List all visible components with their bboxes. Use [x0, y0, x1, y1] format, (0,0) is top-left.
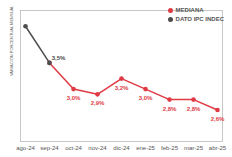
- svg-text:2,8%: 2,8%: [163, 106, 177, 112]
- svg-text:mar-25: mar-25: [184, 145, 204, 151]
- svg-text:ene-25: ene-25: [136, 145, 155, 151]
- svg-text:3,2%: 3,2%: [115, 85, 129, 91]
- svg-text:2,6%: 2,6%: [211, 116, 225, 122]
- svg-text:VARIACIÓN PORCENTUAL MENSUAL: VARIACIÓN PORCENTUAL MENSUAL: [9, 5, 14, 76]
- svg-text:2,9%: 2,9%: [91, 100, 105, 106]
- svg-text:2,8%: 2,8%: [187, 106, 201, 112]
- svg-text:feb-25: feb-25: [161, 145, 179, 151]
- svg-text:abr-25: abr-25: [209, 145, 227, 151]
- svg-text:3,0%: 3,0%: [139, 95, 153, 101]
- svg-text:dic-24: dic-24: [113, 145, 130, 151]
- svg-text:oct-24: oct-24: [65, 145, 82, 151]
- svg-text:3,5%: 3,5%: [52, 55, 66, 61]
- html-text:DATO IPC INDEC: DATO IPC INDEC: [175, 16, 224, 22]
- svg-text:sep-24: sep-24: [40, 145, 59, 151]
- html-text:MEDIANA: MEDIANA: [175, 7, 204, 13]
- svg-text:ago-24: ago-24: [16, 145, 35, 151]
- svg-text:nov-24: nov-24: [88, 145, 107, 151]
- svg-text:3,0%: 3,0%: [67, 95, 81, 101]
